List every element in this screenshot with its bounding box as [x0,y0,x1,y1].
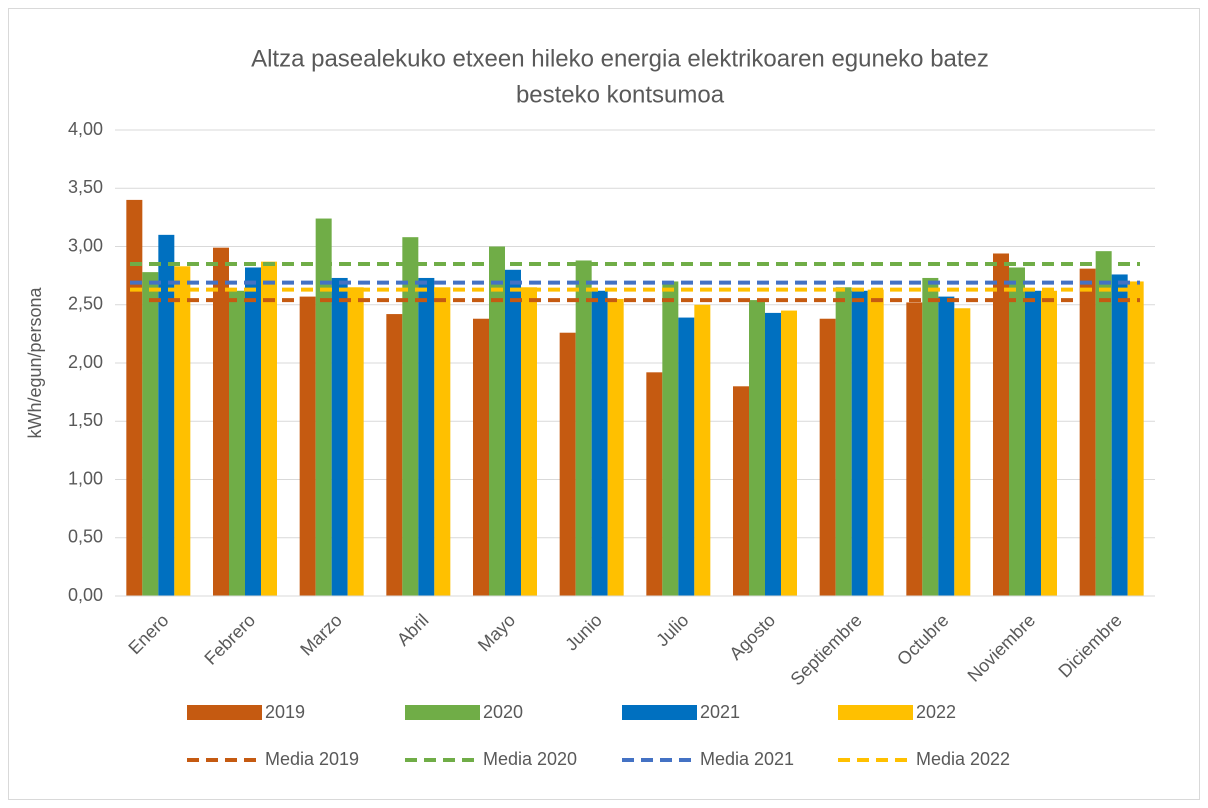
bar [646,372,663,596]
y-tick-label: 4,00 [68,119,103,139]
bar [662,281,679,596]
bar [229,290,245,596]
y-tick-label: 1,00 [68,468,103,488]
y-axis-label: kWh/egun/persona [25,286,45,438]
bar [765,312,781,596]
bar [331,277,348,596]
bar [781,310,797,596]
bar [299,296,316,596]
legend-label: 2022 [916,702,956,722]
y-tick-label: 0,00 [68,585,103,605]
y-tick-label: 2,50 [68,294,103,314]
bar [386,314,403,596]
bar [1009,267,1025,596]
bar [347,287,364,596]
bar [126,199,143,596]
bar [434,287,451,596]
bar [851,290,868,596]
bar [1041,290,1057,596]
bar [559,332,576,596]
legend-label: Media 2021 [700,749,794,769]
bar [678,317,695,596]
bar [402,237,419,596]
y-tick-label: 1,50 [68,410,103,430]
bar [733,386,749,596]
legend-label: 2019 [265,702,305,722]
bar [1095,251,1112,596]
bar [591,290,608,596]
bar [938,296,955,596]
bar [922,277,939,596]
bar [315,218,332,597]
y-tick-label: 3,50 [68,177,103,197]
bar [575,260,592,596]
y-tick-label: 0,50 [68,527,103,547]
bar [505,269,521,596]
legend-label: 2021 [700,702,740,722]
chart-title: besteko kontsumoa [516,81,725,108]
legend-swatch [622,705,697,720]
bar [867,289,884,596]
bar [835,287,852,596]
bar [993,253,1009,597]
bar [749,300,765,596]
bar [174,266,191,596]
bar [521,287,537,596]
legend-label: 2020 [483,702,523,722]
bar [142,272,159,596]
bar [418,277,435,596]
bar [1111,274,1128,596]
bar [954,308,971,596]
bar [1127,281,1144,596]
legend-label: Media 2019 [265,749,359,769]
bar [1025,290,1041,596]
legend-label: Media 2020 [483,749,577,769]
bar [473,318,489,596]
bar [158,234,175,596]
legend-swatch [838,705,913,720]
bar [906,302,923,596]
bar [213,247,229,597]
bar [1079,268,1096,596]
y-tick-label: 3,00 [68,235,103,255]
bar [694,304,711,596]
bar [489,246,505,596]
y-tick-label: 2,00 [68,352,103,372]
chart-title: Altza pasealekuko etxeen hileko energia … [251,45,989,72]
bar [607,298,624,596]
legend-label: Media 2022 [916,749,1010,769]
legend-swatch [405,705,480,720]
bar [819,318,836,596]
legend-swatch [187,705,262,720]
bar [261,261,277,596]
bar [245,267,261,596]
